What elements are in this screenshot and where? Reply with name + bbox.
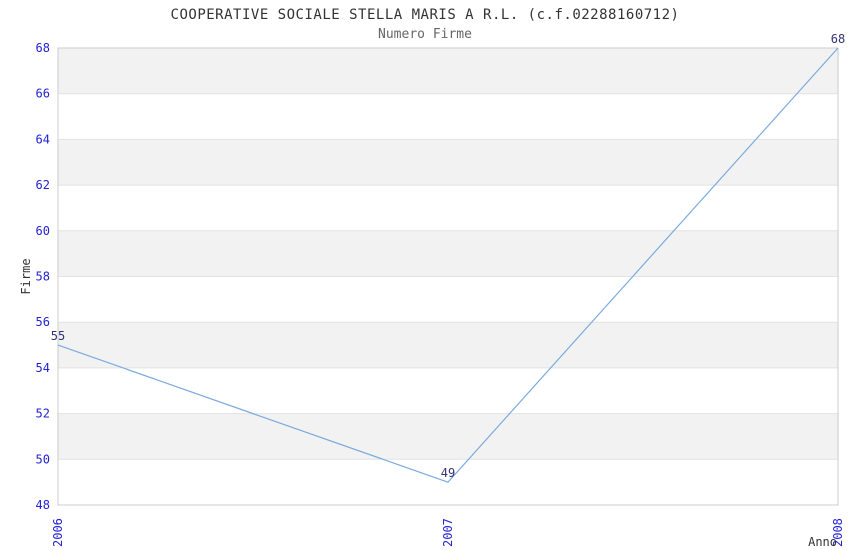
- y-tick-label: 54: [36, 361, 50, 375]
- plot-band: [58, 413, 838, 460]
- x-tick-label: 2008: [831, 518, 845, 547]
- plot-band: [58, 48, 838, 94]
- y-tick-label: 52: [36, 407, 50, 421]
- chart-subtitle: Numero Firme: [378, 27, 472, 42]
- plot-band: [58, 276, 838, 323]
- x-tick-label: 2007: [441, 518, 455, 547]
- plot-band: [58, 322, 838, 368]
- x-tick-label: 2006: [51, 518, 65, 547]
- y-tick-label: 50: [36, 452, 50, 466]
- y-tick-label: 66: [36, 87, 50, 101]
- y-tick-label: 68: [36, 41, 50, 55]
- data-label: 49: [441, 466, 455, 480]
- plot-band: [58, 367, 838, 414]
- data-line: [57, 47, 839, 483]
- data-label: 55: [51, 329, 65, 343]
- plot-band: [58, 139, 838, 186]
- y-tick-label: 60: [36, 224, 50, 238]
- y-tick-label: 62: [36, 178, 50, 192]
- y-tick-label: 64: [36, 132, 50, 146]
- plot-band: [58, 185, 838, 231]
- plot-band: [58, 230, 838, 277]
- chart-title: COOPERATIVE SOCIALE STELLA MARIS A R.L. …: [170, 7, 680, 23]
- data-label: 68: [831, 32, 845, 46]
- plot-band: [58, 93, 838, 140]
- plot-border: [57, 47, 839, 506]
- y-tick-label: 48: [36, 498, 50, 512]
- x-axis-title: Anno: [808, 535, 837, 549]
- y-tick-label: 58: [36, 270, 50, 284]
- y-axis-title: Firme: [19, 258, 33, 294]
- y-tick-label: 56: [36, 315, 50, 329]
